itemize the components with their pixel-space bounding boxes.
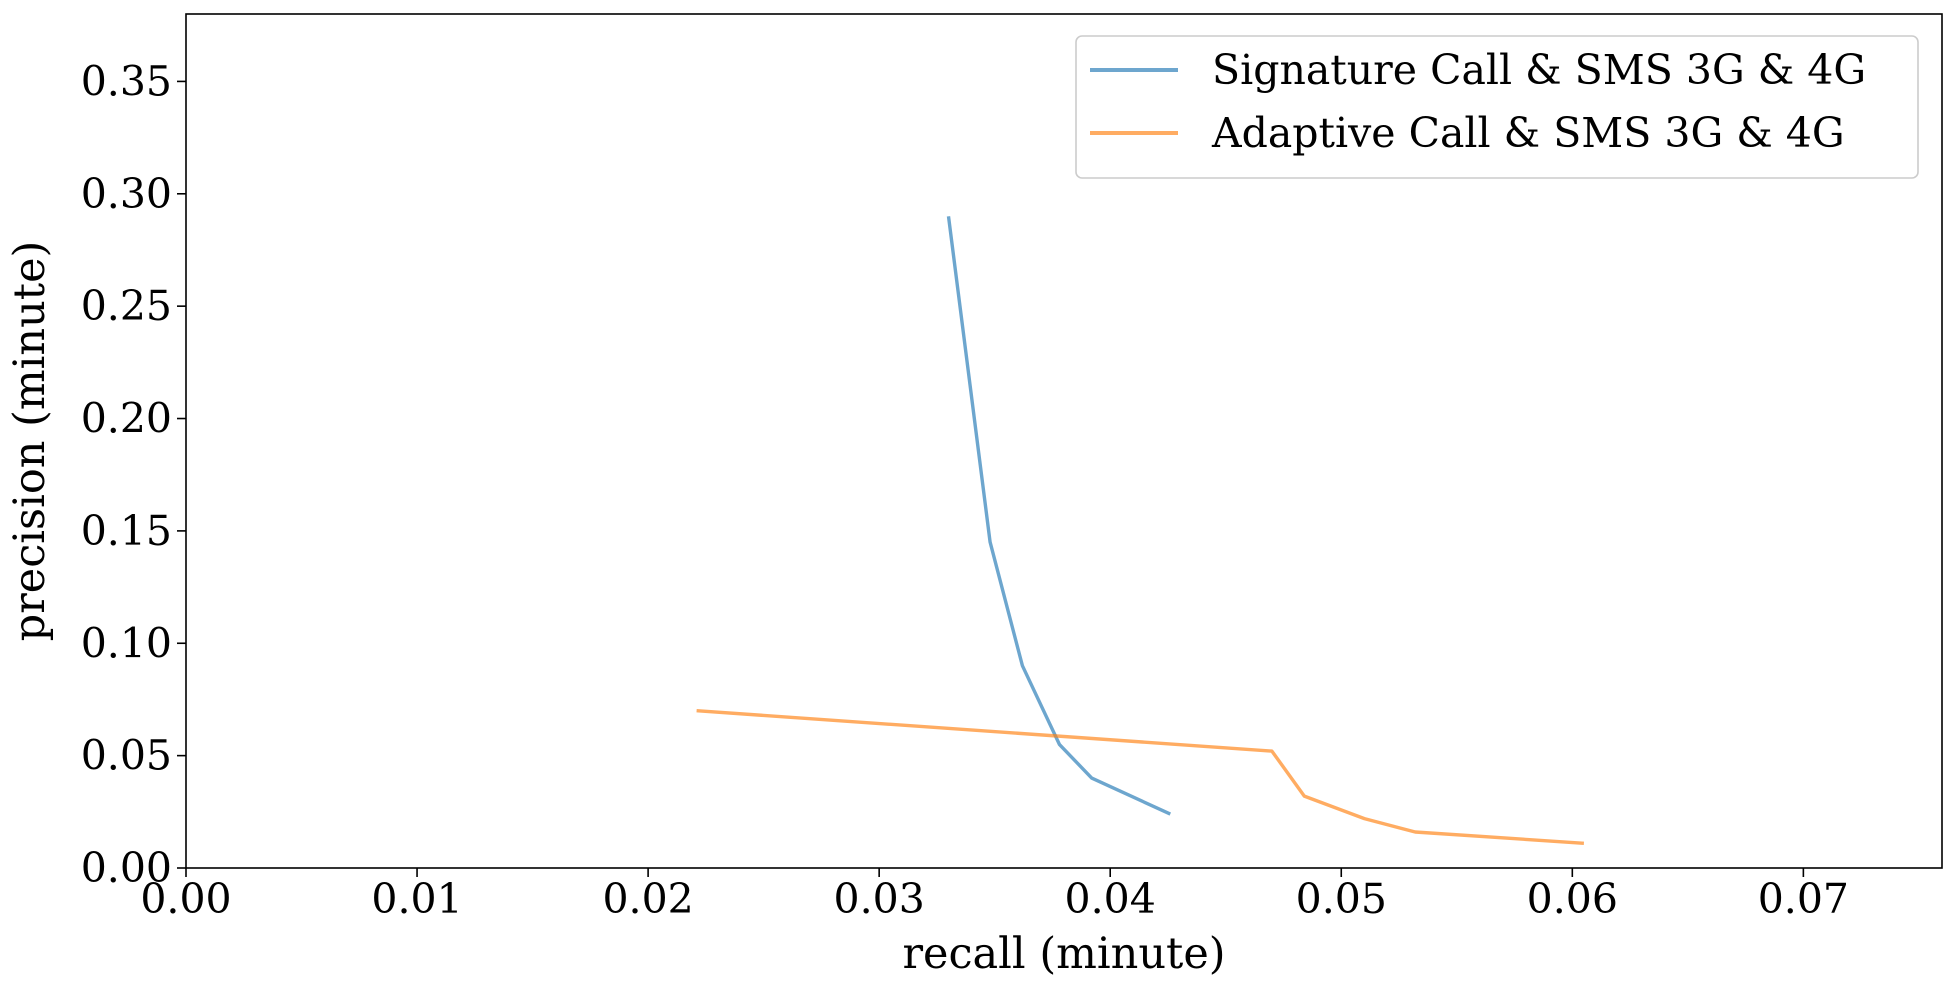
y-tick-label: 0.00 <box>81 844 172 892</box>
x-tick-label: 0.00 <box>140 875 231 923</box>
y-tick-label: 0.35 <box>81 57 172 105</box>
y-tick-label: 0.15 <box>81 507 172 555</box>
ticks-layer: 0.00 0.01 0.02 0.03 0.04 0.05 0.06 0.07 0.00 0.05… <box>81 57 1849 923</box>
y-axis-label: precision (minute) <box>5 241 55 642</box>
x-tick-label: 0.01 <box>371 875 462 923</box>
x-tick-label: 0.03 <box>834 875 925 923</box>
x-tick-label: 0.06 <box>1527 875 1618 923</box>
y-tick-label: 0.05 <box>81 732 172 780</box>
legend: Signature Call & SMS 3G & 4G Adaptive Ca… <box>1075 35 1919 179</box>
legend-box <box>1075 35 1919 179</box>
x-tick-label: 0.02 <box>602 875 693 923</box>
series-line-1 <box>696 709 1585 845</box>
y-tick-label: 0.25 <box>81 282 172 330</box>
y-tick-label: 0.30 <box>81 170 172 218</box>
y-tick-label: 0.20 <box>81 395 172 443</box>
y-tick-label: 0.10 <box>81 619 172 667</box>
x-tick-label: 0.07 <box>1758 875 1849 923</box>
x-axis-label: recall (minute) <box>902 929 1225 979</box>
x-tick-label: 0.04 <box>1065 875 1156 923</box>
x-tick-label: 0.05 <box>1296 875 1387 923</box>
series-layer <box>696 216 1585 845</box>
plot-frame <box>185 13 1943 869</box>
legend-label-signature: Signature Call & SMS 3G & 4G <box>1212 46 1866 94</box>
series-line-0 <box>946 216 1172 816</box>
legend-label-adaptive: Adaptive Call & SMS 3G & 4G <box>1211 109 1845 157</box>
